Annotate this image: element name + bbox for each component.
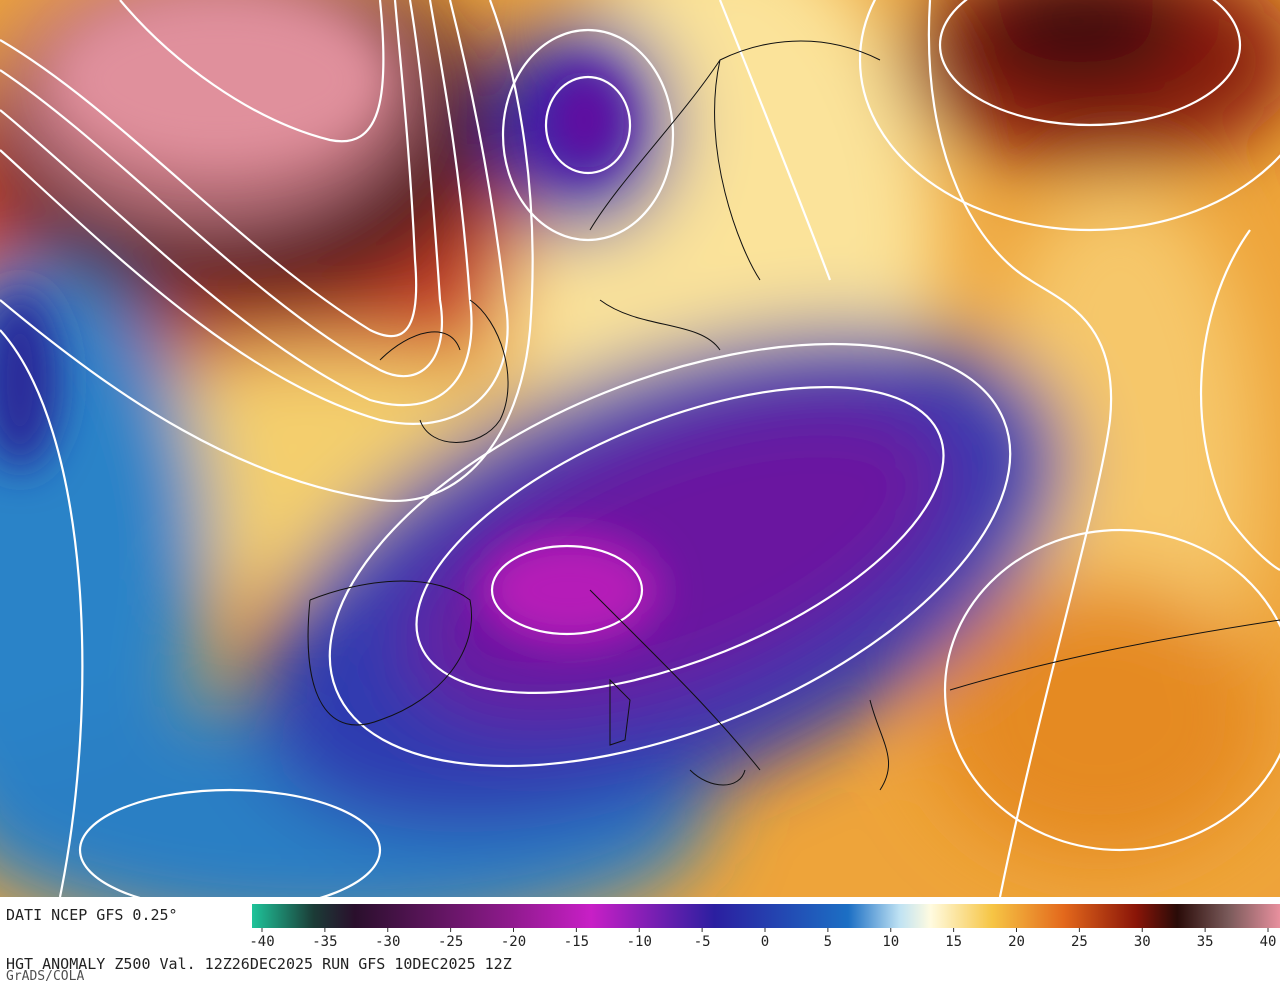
colorbar-tick-label: -25 [438, 934, 463, 950]
colorbar [252, 904, 1280, 928]
source-label: DATI NCEP GFS 0.25° [6, 906, 178, 924]
coastlines [307, 40, 1280, 791]
colorbar-tick-label: 35 [1197, 934, 1214, 950]
colorbar-tick-label: 20 [1008, 934, 1025, 950]
colorbar-tick-label: 25 [1071, 934, 1088, 950]
credit: GrADS/COLA [6, 969, 84, 984]
anomaly-map [0, 0, 1280, 897]
colorbar-tick-label: -30 [375, 934, 400, 950]
colorbar-tick-label: 10 [882, 934, 899, 950]
colorbar-tick-label: 0 [761, 934, 769, 950]
colorbar-tick-label: -15 [564, 934, 589, 950]
caption: HGT ANOMALY Z500 Val. 12Z26DEC2025 RUN G… [6, 955, 512, 973]
contours [0, 0, 1280, 897]
colorbar-tick-label: 5 [824, 934, 832, 950]
colorbar-tick-label: -10 [627, 934, 652, 950]
colorbar-tick-label: 40 [1260, 934, 1277, 950]
colorbar-tick-label: -5 [694, 934, 711, 950]
colorbar-tick-label: 15 [945, 934, 962, 950]
colorbar-tick-label: 30 [1134, 934, 1151, 950]
colorbar-tick-label: -35 [312, 934, 337, 950]
colorbar-ticks: -40 -35 -30 -25 -20 -15 -10 -5 0 5 10 15 20 25 30 35 40 [249, 928, 1276, 950]
colorbar-tick-label: -40 [249, 934, 274, 950]
colorbar-tick-label: -20 [501, 934, 526, 950]
